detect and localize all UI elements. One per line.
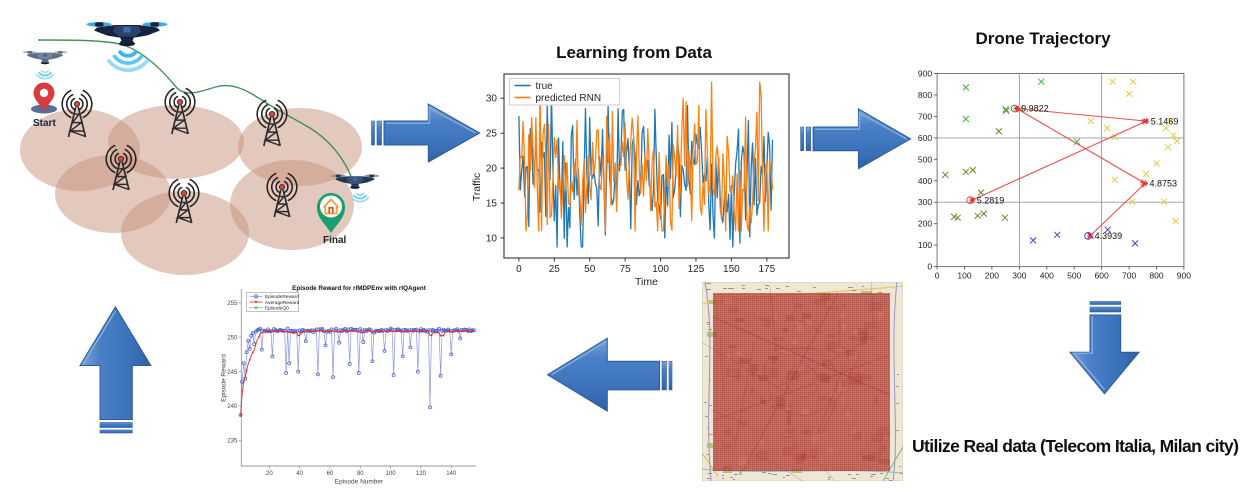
svg-text:75: 75 [620, 264, 632, 275]
svg-text:500: 500 [918, 154, 932, 164]
svg-text:4.8753: 4.8753 [1150, 179, 1178, 189]
svg-text:AverageReward: AverageReward [265, 300, 300, 306]
svg-text:80: 80 [357, 471, 364, 477]
svg-text:60: 60 [327, 471, 334, 477]
svg-text:Utilize Real data (Telecom Ita: Utilize Real data (Telecom Italia, Milan… [912, 436, 1239, 456]
svg-text:25: 25 [486, 129, 498, 140]
svg-text:15: 15 [486, 199, 498, 210]
svg-text:EpisodeReward: EpisodeReward [265, 294, 299, 300]
svg-text:5.1469: 5.1469 [1151, 116, 1179, 126]
svg-text:Time: Time [635, 276, 658, 288]
svg-text:9.9822: 9.9822 [1021, 104, 1049, 114]
svg-text:245: 245 [227, 370, 238, 376]
svg-text:300: 300 [1012, 271, 1026, 281]
svg-text:600: 600 [918, 133, 932, 143]
svg-text:Episode Reward for rlMDPEnv wi: Episode Reward for rlMDPEnv with rlQAgen… [292, 285, 427, 292]
svg-text:140: 140 [446, 471, 457, 477]
svg-text:100: 100 [918, 240, 932, 250]
svg-text:Episode Reward: Episode Reward [220, 354, 227, 402]
svg-text:700: 700 [918, 111, 932, 121]
svg-text:100: 100 [957, 271, 971, 281]
svg-text:300: 300 [918, 197, 932, 207]
svg-text:Drone Trajectory: Drone Trajectory [975, 29, 1111, 48]
svg-text:20: 20 [486, 164, 498, 175]
svg-text:true: true [536, 81, 554, 92]
svg-text:0: 0 [927, 262, 932, 272]
svg-text:250: 250 [227, 335, 238, 341]
svg-text:20: 20 [266, 471, 273, 477]
svg-text:235: 235 [227, 439, 238, 445]
svg-text:900: 900 [1177, 271, 1191, 281]
svg-text:30: 30 [486, 94, 498, 105]
svg-text:Start: Start [33, 118, 56, 129]
svg-text:100: 100 [386, 471, 397, 477]
svg-text:150: 150 [723, 264, 740, 275]
svg-text:Traffic: Traffic [471, 173, 483, 202]
svg-text:Learning from Data: Learning from Data [556, 43, 712, 62]
svg-text:700: 700 [1122, 271, 1136, 281]
svg-text:50: 50 [584, 264, 596, 275]
svg-text:800: 800 [918, 90, 932, 100]
svg-text:600: 600 [1095, 271, 1109, 281]
svg-text:0: 0 [516, 264, 522, 275]
svg-text:10: 10 [486, 233, 498, 244]
svg-text:5.2819: 5.2819 [977, 195, 1005, 205]
svg-text:4.3939: 4.3939 [1095, 231, 1123, 241]
svg-text:175: 175 [758, 264, 775, 275]
svg-text:predicted RNN: predicted RNN [536, 93, 602, 104]
svg-text:Episode Number: Episode Number [335, 479, 384, 486]
svg-text:40: 40 [296, 471, 303, 477]
svg-text:Final: Final [323, 235, 347, 246]
svg-text:500: 500 [1067, 271, 1081, 281]
svg-text:800: 800 [1149, 271, 1163, 281]
svg-text:400: 400 [918, 176, 932, 186]
svg-text:120: 120 [416, 471, 427, 477]
svg-text:400: 400 [1040, 271, 1054, 281]
svg-text:255: 255 [227, 301, 238, 307]
svg-text:0: 0 [935, 271, 940, 281]
svg-text:100: 100 [652, 264, 669, 275]
svg-text:900: 900 [918, 69, 932, 79]
svg-text:200: 200 [985, 271, 999, 281]
svg-text:25: 25 [549, 264, 561, 275]
svg-text:240: 240 [227, 404, 238, 410]
svg-text:125: 125 [688, 264, 705, 275]
svg-text:200: 200 [918, 219, 932, 229]
svg-text:EpisodeQ0: EpisodeQ0 [265, 306, 289, 312]
